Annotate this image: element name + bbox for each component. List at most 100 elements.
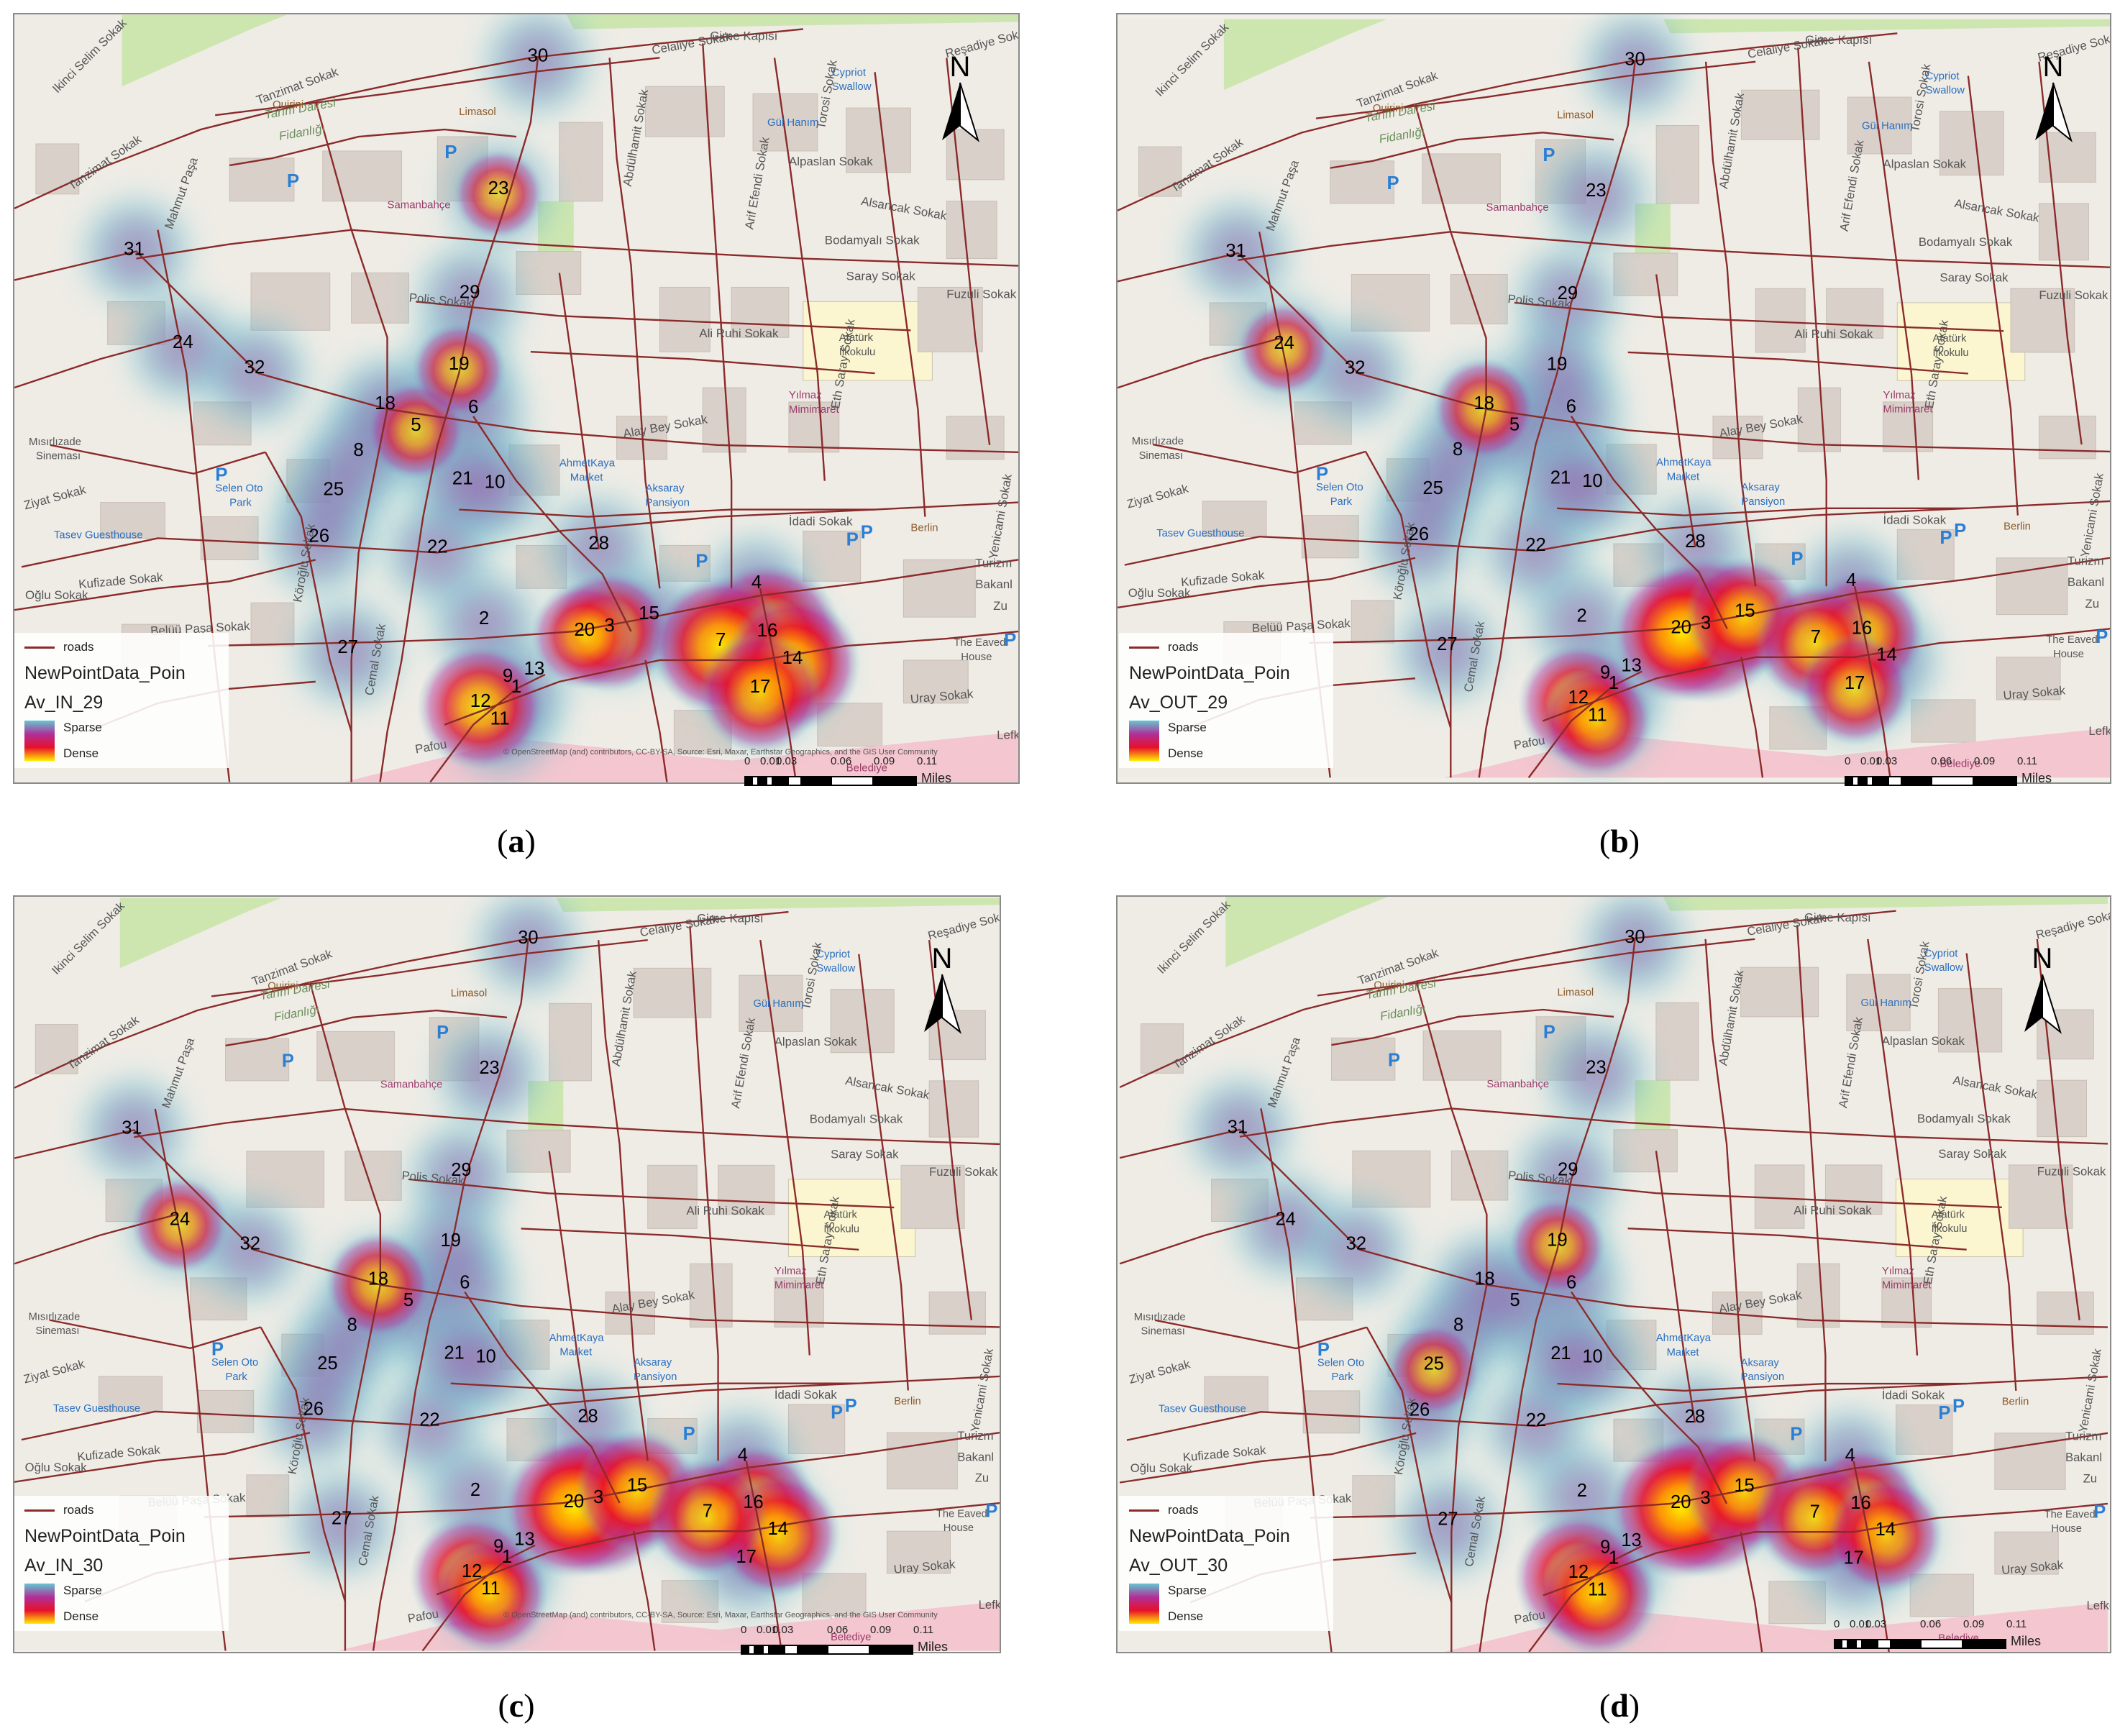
building <box>1939 111 2004 175</box>
point-label: 17 <box>1845 673 1865 693</box>
density-glow <box>1535 267 1600 332</box>
place-label: The Eaved <box>2046 634 2097 646</box>
road <box>1740 657 1764 778</box>
road <box>429 673 546 782</box>
point-label: 26 <box>1409 1399 1430 1420</box>
point-label: 15 <box>639 603 659 623</box>
building <box>1911 699 1976 743</box>
park-area <box>1663 19 2110 34</box>
road <box>1796 925 1827 1462</box>
road <box>1364 451 1452 728</box>
point-label: 22 <box>419 1410 439 1430</box>
parking-icon: P <box>211 1340 224 1360</box>
place-label: Cypriot <box>1926 70 1960 82</box>
point-label: 10 <box>1582 1347 1602 1367</box>
parking-icon: P <box>437 1023 449 1043</box>
point-label: 13 <box>524 659 545 679</box>
place-label: Sineması <box>1141 1325 1185 1337</box>
road <box>598 940 649 1461</box>
hotspot-25 <box>1387 1322 1481 1417</box>
building <box>2037 1079 2087 1138</box>
place-label: Belediye <box>831 1632 871 1643</box>
building <box>316 1031 395 1082</box>
scale-tick-label: 0 <box>1845 755 1851 767</box>
road <box>1119 1432 1417 1484</box>
road <box>421 1544 536 1652</box>
road <box>464 1291 621 1504</box>
point-label: 10 <box>485 472 506 493</box>
road <box>14 559 316 611</box>
building <box>1204 1376 1269 1412</box>
legend-b: roads NewPointData_Poin Av_OUT_29 Sparse… <box>1119 633 1333 768</box>
building <box>1613 1129 1678 1173</box>
legend-sparse-label: Sparse <box>63 721 102 734</box>
place-label: Mimimaret <box>1882 1280 1932 1292</box>
street-label: Zu <box>2083 1471 2097 1485</box>
north-arrow-right-half <box>941 974 961 1034</box>
point-label: 27 <box>332 1508 352 1528</box>
building <box>322 150 402 202</box>
building <box>1883 401 1934 452</box>
building <box>718 1164 775 1215</box>
legend-layer-name: NewPointData_Poin <box>1129 1526 1290 1546</box>
point-label: 25 <box>1422 478 1443 498</box>
place-label: Aksaray <box>634 1357 672 1369</box>
legend-roads-label: roads <box>63 640 94 654</box>
road <box>21 501 1018 568</box>
road <box>208 559 1018 647</box>
legend-layer-name: NewPointData_Poin <box>1129 663 1290 683</box>
scale-unit: Miles <box>918 1640 949 1654</box>
point-label: 5 <box>403 1290 414 1310</box>
road <box>1315 60 1756 119</box>
north-arrow-icon: N <box>2035 51 2073 142</box>
point-label: 32 <box>240 1234 260 1254</box>
place-label: Limasol <box>1557 110 1594 122</box>
point-label: 6 <box>1566 1273 1576 1293</box>
road <box>1655 1151 1696 1423</box>
building <box>250 602 295 647</box>
building <box>549 1002 592 1082</box>
hotspot-11 <box>1541 664 1654 777</box>
road <box>1543 1502 2108 1596</box>
parking-icon: P <box>695 551 708 571</box>
point-label: 16 <box>757 621 778 641</box>
scale-tick-label: 0.09 <box>870 1624 892 1636</box>
point-label: 20 <box>1671 617 1691 637</box>
scale-tick-label: 0.01 <box>760 755 782 767</box>
street-label: Oğlu Sokak <box>25 1461 88 1474</box>
point-label: 15 <box>627 1475 647 1495</box>
road <box>1967 76 2019 516</box>
heatmap-layer <box>84 897 841 1652</box>
density-glow <box>1322 342 1387 406</box>
building <box>644 86 725 137</box>
point-label: 13 <box>514 1530 534 1550</box>
road <box>1704 938 1756 1462</box>
street-label: Oğlu Sokak <box>1128 586 1191 600</box>
place-label: Tasev Guesthouse <box>1159 1403 1246 1415</box>
street-label: Girne Kapısı <box>697 912 763 926</box>
point-label: 4 <box>1845 1445 1855 1466</box>
road <box>1853 585 1891 778</box>
road <box>759 940 810 1356</box>
building <box>647 1164 698 1229</box>
north-label: N <box>950 51 971 83</box>
place-label: House <box>2053 649 2084 660</box>
road <box>702 43 733 589</box>
street-label: Turizm <box>975 556 1012 570</box>
legend-roads-label: roads <box>1168 640 1199 654</box>
point-label: 28 <box>1685 1407 1705 1427</box>
park-area <box>1663 897 2108 911</box>
road <box>225 1009 508 1047</box>
road <box>558 273 600 549</box>
scale-segment <box>773 776 787 786</box>
building <box>1138 146 1182 197</box>
building <box>1422 153 1501 204</box>
place-labels: Quirini Limasol Samanbahçe Cypriot Swallow Gü… <box>29 66 1006 774</box>
road <box>1514 1178 2002 1208</box>
point-label: 1 <box>511 677 521 697</box>
park-area <box>1223 19 1387 91</box>
street-label: Saray Sokak <box>1939 270 2009 284</box>
place-label: Park <box>1330 496 1353 508</box>
point-label: 4 <box>751 572 762 593</box>
road <box>1740 1531 1763 1652</box>
